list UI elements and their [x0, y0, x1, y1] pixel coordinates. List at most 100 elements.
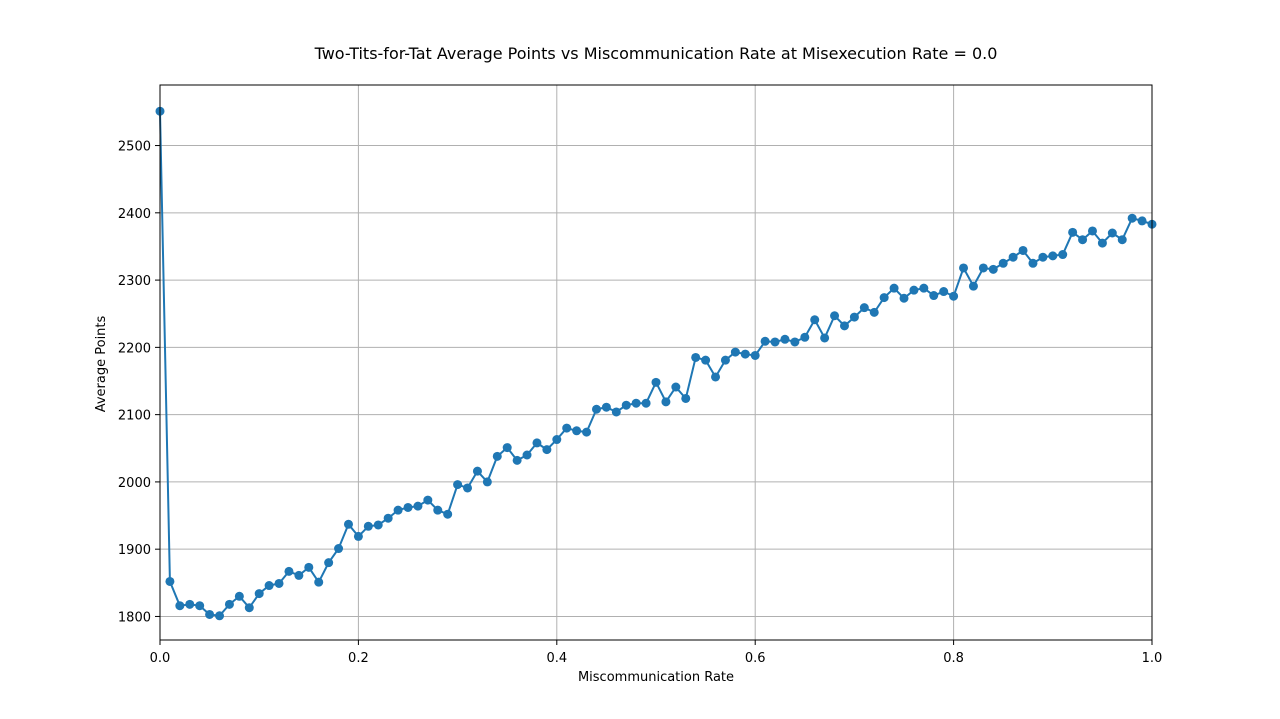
series-line	[159, 111, 1153, 617]
data-point	[453, 480, 463, 490]
data-point	[542, 445, 552, 455]
data-point	[274, 578, 284, 588]
data-point	[532, 438, 542, 448]
data-point	[978, 263, 988, 273]
data-point	[909, 285, 919, 295]
data-point	[472, 466, 482, 476]
data-point	[959, 263, 969, 273]
x-tick-label: 1.0	[1142, 651, 1163, 666]
gridlines	[159, 85, 1153, 640]
data-point	[413, 501, 423, 511]
data-point	[740, 349, 750, 359]
data-point	[790, 337, 800, 347]
y-tick-label: 2200	[118, 341, 151, 356]
data-point	[899, 293, 909, 303]
data-point	[1048, 251, 1058, 261]
x-tick-label: 0.4	[546, 651, 567, 666]
data-point	[383, 513, 393, 523]
data-point	[403, 502, 413, 512]
data-point	[730, 347, 740, 357]
data-point	[463, 483, 473, 493]
data-point	[701, 355, 711, 365]
x-tick-label: 0.0	[150, 651, 171, 666]
x-tick-label: 0.2	[348, 651, 369, 666]
data-point	[671, 382, 681, 392]
data-point	[770, 337, 780, 347]
data-point	[919, 283, 929, 293]
data-point	[929, 291, 939, 301]
chart-title: Two-Tits-for-Tat Average Points vs Misco…	[314, 44, 998, 63]
data-point	[582, 427, 592, 437]
data-point	[621, 400, 631, 410]
data-point	[988, 264, 998, 274]
x-axis-label: Miscommunication Rate	[578, 670, 734, 685]
data-point	[1038, 252, 1048, 262]
data-point	[591, 404, 601, 414]
data-point	[562, 423, 572, 433]
data-point	[165, 576, 175, 586]
data-point	[1097, 238, 1107, 248]
data-point	[353, 531, 363, 541]
data-point	[681, 393, 691, 403]
y-tick-label: 2000	[118, 476, 151, 491]
data-point	[423, 495, 433, 505]
data-point	[443, 509, 453, 519]
data-point	[195, 601, 205, 611]
y-tick-label: 2400	[118, 207, 151, 222]
data-point	[661, 397, 671, 407]
data-point	[264, 581, 274, 591]
data-point	[314, 577, 324, 587]
data-point	[522, 450, 532, 460]
data-point	[889, 283, 899, 293]
data-point	[572, 426, 582, 436]
data-point	[234, 591, 244, 601]
data-point	[512, 455, 522, 465]
data-point	[363, 521, 373, 531]
y-tick-label: 2500	[118, 140, 151, 155]
data-point	[393, 505, 403, 515]
data-point	[869, 307, 879, 317]
data-point	[1127, 213, 1137, 223]
data-point	[373, 520, 383, 530]
data-point	[205, 609, 215, 619]
data-point	[224, 599, 234, 609]
data-point	[284, 566, 294, 576]
axis-ticks: 0.0 0.2 0.4 0.6 0.8 1.0 1800 1900 2000 2100 2200 23…	[118, 140, 1162, 666]
data-point	[492, 451, 502, 461]
data-point	[711, 372, 721, 382]
data-point	[820, 333, 830, 343]
data-point	[324, 558, 334, 568]
data-point	[839, 321, 849, 331]
plot-frame	[159, 84, 1153, 641]
data-point	[175, 601, 185, 611]
data-point	[552, 435, 562, 445]
data-point	[849, 312, 859, 322]
series-layer	[155, 106, 1157, 621]
data-point	[294, 570, 304, 580]
data-point	[433, 505, 443, 515]
y-tick-label: 2100	[118, 409, 151, 424]
data-point	[304, 562, 314, 572]
data-point	[641, 398, 651, 408]
series-0	[155, 106, 1157, 621]
data-point	[1107, 228, 1117, 238]
data-point	[1058, 250, 1068, 260]
data-point	[1137, 216, 1147, 226]
data-point	[1078, 235, 1088, 245]
y-tick-label: 1900	[118, 543, 151, 558]
data-point	[780, 334, 790, 344]
data-point	[1117, 235, 1127, 245]
data-point	[482, 477, 492, 487]
data-point	[1008, 252, 1018, 262]
data-point	[830, 311, 840, 321]
data-point	[611, 407, 621, 417]
data-point	[1028, 258, 1038, 268]
data-point	[651, 377, 661, 387]
data-point	[968, 281, 978, 291]
data-point	[185, 599, 195, 609]
data-point	[879, 293, 889, 303]
data-point	[939, 287, 949, 297]
data-point	[502, 443, 512, 453]
